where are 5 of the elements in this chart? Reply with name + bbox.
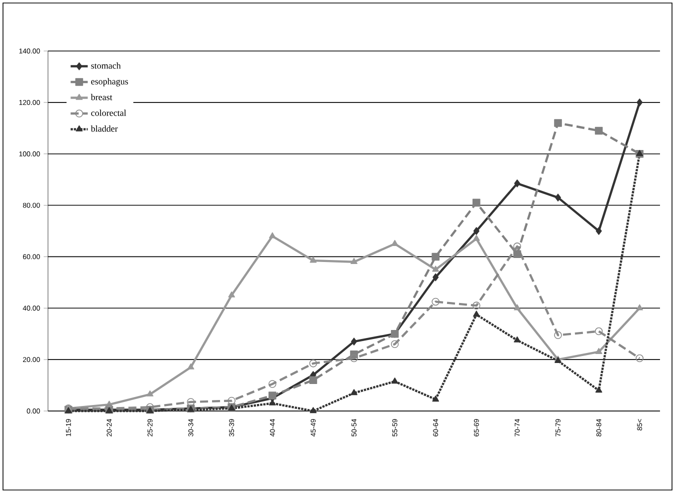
legend-label: esophagus	[91, 78, 128, 86]
legend-label: bladder	[90, 125, 118, 132]
legend-label: breast	[90, 94, 112, 100]
legend-label: colorectal	[91, 110, 126, 116]
legend-label: stomach	[91, 62, 121, 69]
